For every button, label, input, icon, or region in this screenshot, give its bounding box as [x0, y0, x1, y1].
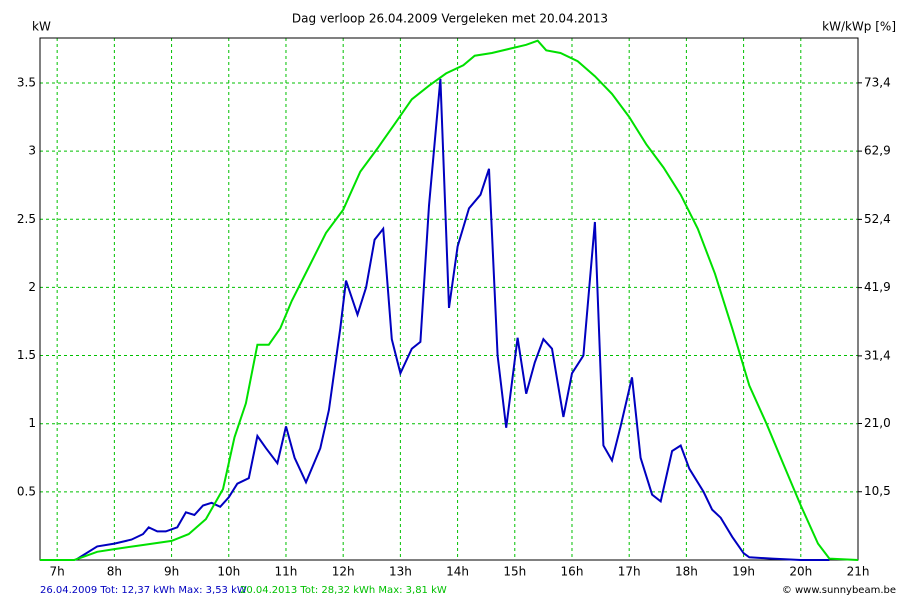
x-tick-label: 17h	[618, 565, 641, 579]
y2-tick-label: 41,9	[864, 280, 891, 294]
y-tick-label: 2.5	[17, 212, 36, 226]
footer-series-2: 20.04.2013 Tot: 28,32 kWh Max: 3,81 kW	[240, 585, 447, 596]
y2-tick-label: 52,4	[864, 212, 891, 226]
chart-title: Dag verloop 26.04.2009 Vergeleken met 20…	[292, 12, 608, 26]
x-tick-label: 19h	[732, 565, 755, 579]
x-tick-label: 11h	[275, 565, 298, 579]
y-tick-label: 3	[28, 144, 36, 158]
footer-credit: © www.sunnybeam.be	[782, 585, 896, 596]
x-tick-label: 16h	[561, 565, 584, 579]
y-tick-label: 1.5	[17, 348, 36, 362]
y-tick-label: 1	[28, 416, 36, 430]
y2-tick-label: 21,0	[864, 416, 891, 430]
x-tick-label: 14h	[446, 565, 469, 579]
x-tick-label: 10h	[217, 565, 240, 579]
y2-tick-label: 10,5	[864, 484, 891, 498]
x-tick-label: 13h	[389, 565, 412, 579]
x-tick-label: 21h	[847, 565, 870, 579]
plot-frame	[39, 37, 859, 561]
x-tick-label: 20h	[789, 565, 812, 579]
y-tick-label: 3.5	[17, 75, 36, 89]
y2-axis-label: kW/kWp [%]	[822, 20, 896, 34]
series-line	[40, 39, 859, 561]
y-tick-label: 0.5	[17, 484, 36, 498]
x-tick-label: 8h	[107, 565, 122, 579]
x-tick-label: 18h	[675, 565, 698, 579]
x-tick-label: 15h	[503, 565, 526, 579]
y-tick-label: 2	[28, 280, 36, 294]
series-line	[74, 78, 830, 561]
y2-tick-label: 73,4	[864, 75, 891, 89]
y-axis-label: kW	[32, 20, 51, 34]
x-tick-label: 7h	[50, 565, 65, 579]
x-tick-label: 9h	[164, 565, 179, 579]
y2-tick-label: 31,4	[864, 348, 891, 362]
footer-series-1: 26.04.2009 Tot: 12,37 kWh Max: 3,53 kW	[40, 585, 247, 596]
x-tick-label: 12h	[332, 565, 355, 579]
y2-tick-label: 62,9	[864, 144, 891, 158]
